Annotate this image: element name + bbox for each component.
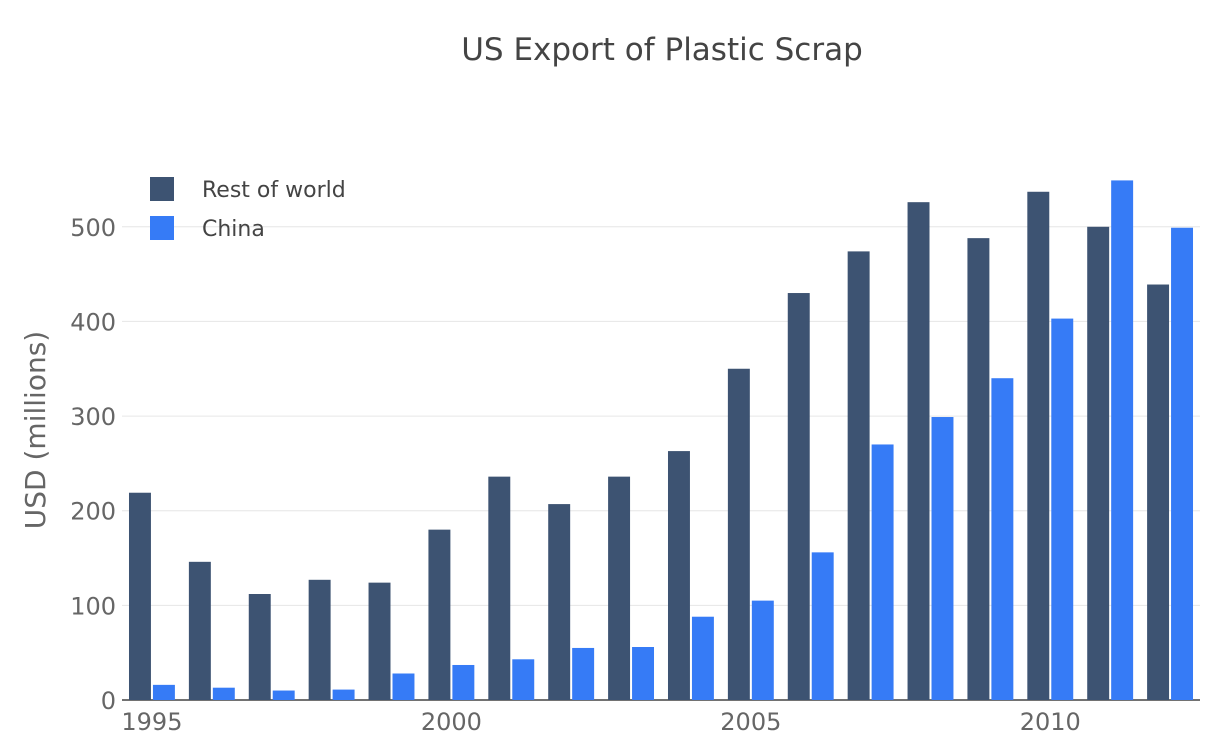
bar-rest-of-world-1998 [308,579,331,700]
y-tick-label: 100 [70,592,116,620]
bar-china-1998 [332,689,355,700]
bar-china-2001 [512,659,535,700]
y-axis-title: USD (millions) [19,331,52,529]
bar-rest-of-world-2009 [967,238,990,700]
bar-rest-of-world-1996 [188,561,211,700]
bar-china-2011 [1111,180,1134,701]
x-axis-ticks: 1995 2000 2005 2010 [121,708,1080,736]
bar-rest-of-world-2002 [548,504,571,700]
bar-rest-of-world-2000 [428,529,451,700]
bar-rest-of-world-1995 [128,492,151,700]
bar-china-1995 [152,684,175,700]
bar-china-2007 [871,444,894,700]
y-tick-label: 300 [70,403,116,431]
bar-china-2010 [1051,318,1074,700]
bar-rest-of-world-2007 [847,251,870,700]
y-axis-ticks: 0 100 200 300 400 500 [70,214,116,715]
x-tick-label: 2005 [720,708,781,736]
bar-rest-of-world-2010 [1027,191,1050,700]
legend-label: Rest of world [202,178,346,203]
bar-rest-of-world-2003 [608,476,631,700]
bar-china-2009 [991,378,1014,700]
bars [128,180,1194,701]
bar-rest-of-world-2006 [787,293,810,700]
gridlines [122,226,1200,701]
y-tick-label: 200 [70,498,116,526]
chart-title: US Export of Plastic Scrap [461,32,863,68]
bar-rest-of-world-1997 [248,594,271,700]
bar-china-1997 [272,690,295,700]
bar-rest-of-world-2001 [488,476,511,700]
bar-china-2002 [572,647,595,700]
bar-china-2000 [452,664,475,700]
bar-rest-of-world-2004 [667,451,690,700]
x-tick-label: 2010 [1020,708,1081,736]
bar-rest-of-world-2011 [1087,226,1110,701]
bar-china-2004 [691,616,714,700]
legend-swatch [150,216,174,240]
bar-china-1999 [392,673,415,700]
bar-china-2008 [931,417,954,700]
bar-rest-of-world-1999 [368,582,391,700]
y-tick-label: 0 [101,687,116,715]
y-tick-label: 400 [70,308,116,336]
bar-rest-of-world-2008 [907,202,930,700]
bar-china-2005 [751,600,774,700]
bar-china-2003 [632,647,655,700]
bar-china-2006 [811,552,834,700]
bar-china-1996 [212,687,235,700]
legend-swatch [150,177,174,201]
y-tick-label: 500 [70,214,116,242]
x-tick-label: 1995 [121,708,182,736]
bar-rest-of-world-2012 [1147,284,1170,700]
legend: Rest of world China [150,177,346,242]
bar-china-2012 [1171,227,1194,700]
x-tick-label: 2000 [421,708,482,736]
legend-label: China [202,217,265,242]
bar-rest-of-world-2005 [727,368,750,700]
